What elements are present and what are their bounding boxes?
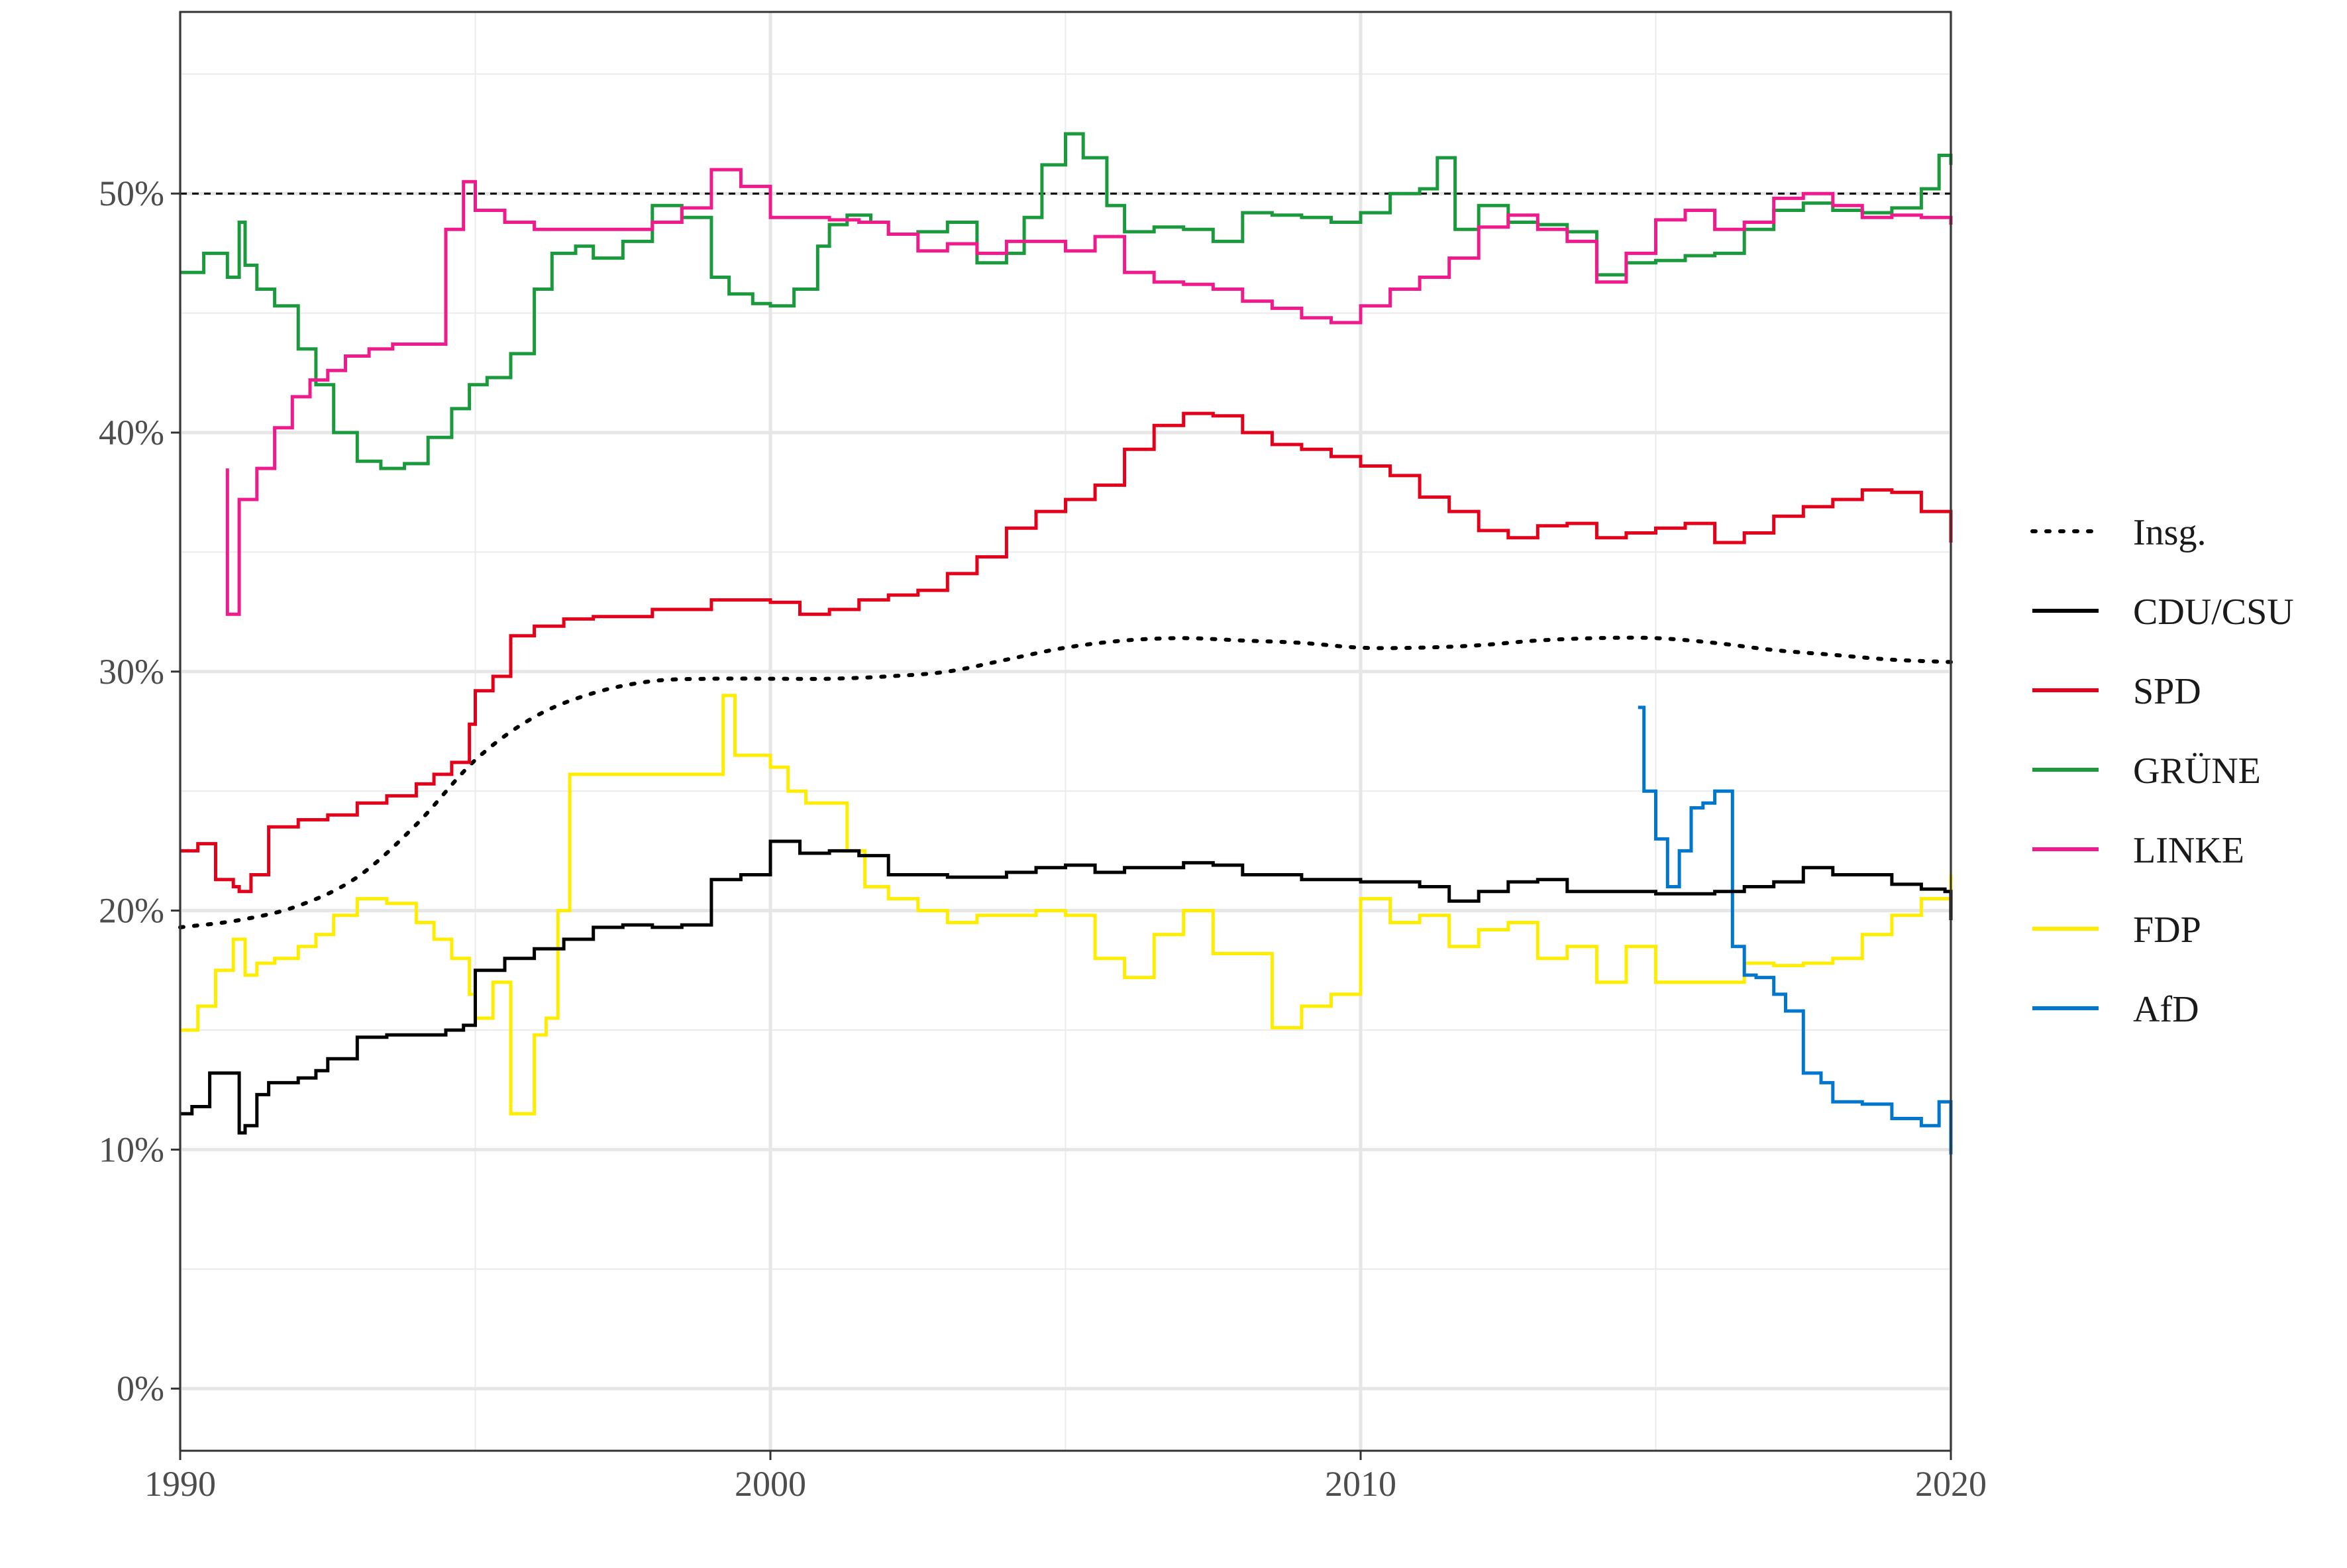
series-line-afd <box>1638 706 1953 1155</box>
x-tick-label: 2020 <box>1915 1464 1987 1504</box>
y-tick-label: 30% <box>99 652 164 692</box>
series-layer <box>178 132 1953 1155</box>
series-line-cdu-csu <box>180 839 1953 1135</box>
y-tick-label: 20% <box>99 891 164 931</box>
y-tick-label: 0% <box>117 1369 164 1408</box>
x-tick-label: 2000 <box>735 1464 806 1504</box>
x-tick-label: 1990 <box>144 1464 216 1504</box>
legend-label-spd: SPD <box>2133 671 2201 712</box>
x-tick-label: 2010 <box>1325 1464 1396 1504</box>
y-tick-label: 10% <box>99 1129 164 1169</box>
legend-label-linke: LINKE <box>2133 830 2244 871</box>
series-line-linke <box>225 168 1953 616</box>
y-tick-label: 40% <box>99 413 164 452</box>
series-line-fdp <box>180 694 1953 1116</box>
axes: 0% 10% 20% 30% 40% 50% 1990 2000 2010 2020 <box>99 174 1987 1504</box>
legend-label-afd: AfD <box>2133 989 2199 1030</box>
legend-label-gruene: GRÜNE <box>2133 751 2261 792</box>
series-line-insg <box>178 635 1953 929</box>
series-line-spd <box>180 411 1953 894</box>
legend-label-fdp: FDP <box>2133 910 2201 951</box>
legend-label-cdu-csu: CDU/CSU <box>2133 592 2294 633</box>
y-tick-label: 50% <box>99 174 164 213</box>
plot-border <box>179 11 1952 1452</box>
legend-label-insg: Insg. <box>2133 512 2206 553</box>
legend: Insg. CDU/CSU SPD GRÜNE LINKE FDP AfD <box>2030 512 2294 1030</box>
